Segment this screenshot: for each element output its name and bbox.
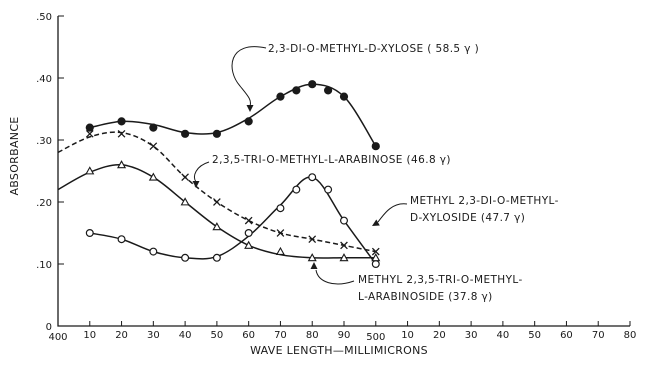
data-point-open-circle — [340, 216, 349, 225]
data-point-open-circle — [212, 253, 221, 262]
x-tick-label: 40 — [179, 330, 192, 341]
x-tick-label: 20 — [433, 330, 446, 341]
axes: 0 .10 .20 .30 .40 .50 400 10 20 30 40 50 60 70 80 90 500… — [8, 12, 636, 357]
x-tick-label: 20 — [115, 330, 128, 341]
series-annotations: 2,3-DI-O-METHYL-D-XYLOSE ( 58.5 γ ) 2,3,5… — [192, 43, 559, 303]
series-label-line: D-XYLOSIDE (47.7 γ) — [410, 212, 525, 224]
data-point-filled-circle — [85, 123, 94, 132]
data-point-filled-circle — [276, 92, 285, 101]
data-point-filled-circle — [371, 142, 380, 151]
y-tick-label: .50 — [36, 12, 52, 23]
annotation-4: METHYL 2,3,5-TRI-O-METHYL- L-ARABINOSIDE … — [310, 262, 523, 303]
data-point-x-mark — [85, 129, 94, 138]
data-point-open-circle — [308, 173, 317, 182]
series-markers — [85, 80, 381, 269]
data-point-filled-circle — [149, 123, 158, 132]
leader-line — [377, 203, 408, 223]
x-tick-label: 50 — [211, 330, 224, 341]
y-tick-label: .10 — [36, 260, 52, 271]
x-tick-label: 400 — [48, 332, 67, 343]
data-point-open-circle — [85, 229, 94, 238]
y-tick-label: .30 — [36, 136, 52, 147]
data-point-filled-circle — [292, 86, 301, 95]
x-axis-title: WAVE LENGTH—MILLIMICRONS — [250, 344, 428, 357]
leader-line — [315, 269, 355, 285]
arrowhead-icon — [372, 219, 380, 226]
series-label-line: METHYL 2,3-DI-O-METHYL- — [410, 195, 559, 207]
series-line-4 — [57, 163, 376, 259]
data-point-filled-circle — [212, 129, 221, 138]
annotation-1: 2,3-DI-O-METHYL-D-XYLOSE ( 58.5 γ ) — [231, 43, 479, 112]
x-tick-label: 500 — [366, 332, 385, 343]
data-point-x-mark — [117, 129, 126, 138]
x-tick-label: 50 — [528, 330, 541, 341]
data-point-filled-circle — [339, 92, 349, 101]
data-point-open-triangle — [275, 246, 285, 256]
axis-frame — [57, 16, 630, 327]
x-tick-label: 60 — [560, 330, 573, 341]
x-tick-label: 30 — [147, 330, 160, 341]
data-point-filled-circle — [308, 80, 317, 89]
data-point-filled-circle — [181, 129, 190, 138]
data-point-open-triangle — [339, 253, 349, 262]
x-tick-label: 30 — [465, 330, 478, 341]
data-point-open-circle — [276, 204, 285, 213]
x-tick-label: 90 — [338, 330, 351, 341]
data-point-open-circle — [181, 253, 190, 262]
arrowhead-icon — [246, 105, 254, 112]
data-point-x-mark — [308, 235, 317, 244]
data-point-x-mark — [371, 247, 380, 256]
series-label-line: METHYL 2,3,5-TRI-O-METHYL- — [358, 274, 523, 286]
data-point-open-circle — [371, 260, 380, 269]
data-point-x-mark — [149, 142, 158, 151]
y-axis-title: ABSORBANCE — [8, 116, 21, 195]
series-curves — [57, 83, 377, 265]
x-tick-label: 70 — [274, 330, 287, 341]
x-tick-label: 60 — [242, 330, 255, 341]
x-tick-label: 80 — [306, 330, 319, 341]
y-tick-label: .20 — [36, 198, 52, 209]
series-label-line: L-ARABINOSIDE (37.8 γ) — [358, 291, 493, 303]
data-point-open-triangle — [180, 197, 190, 206]
data-point-filled-circle — [117, 117, 126, 126]
data-point-open-triangle — [117, 160, 127, 169]
x-tick-label: 10 — [83, 330, 96, 341]
data-point-open-circle — [117, 235, 126, 244]
data-point-open-triangle — [371, 253, 381, 262]
arrowhead-icon — [310, 262, 318, 269]
series-line-3 — [89, 176, 377, 265]
annotation-3: METHYL 2,3-DI-O-METHYL- D-XYLOSIDE (47.7 … — [372, 195, 559, 226]
arrowhead-icon — [192, 181, 200, 188]
y-tick-label: 0 — [46, 322, 52, 333]
data-point-open-triangle — [148, 172, 158, 181]
data-point-open-circle — [244, 229, 253, 238]
data-point-x-mark — [276, 229, 285, 237]
x-tick-label: 80 — [624, 330, 637, 341]
leader-line — [231, 46, 267, 107]
data-point-open-circle — [324, 185, 333, 194]
data-point-open-triangle — [307, 253, 317, 262]
x-tick-label: 40 — [497, 330, 510, 341]
x-tick-label: 70 — [592, 330, 605, 341]
data-point-x-mark — [244, 216, 253, 225]
data-point-x-mark — [213, 198, 221, 206]
data-point-filled-circle — [324, 86, 333, 95]
data-point-open-circle — [149, 247, 158, 256]
data-point-x-mark — [181, 173, 189, 182]
data-point-filled-circle — [244, 117, 253, 126]
series-line-1 — [89, 83, 377, 147]
data-point-x-mark — [340, 241, 348, 250]
annotation-2: 2,3,5-TRI-O-METHYL-L-ARABINOSE (46.8 γ) — [192, 154, 451, 188]
series-label-line: 2,3,5-TRI-O-METHYL-L-ARABINOSE (46.8 γ) — [212, 154, 451, 166]
data-point-open-triangle — [212, 222, 222, 231]
leader-line — [194, 161, 210, 183]
data-point-open-triangle — [85, 166, 95, 175]
y-tick-label: .40 — [36, 74, 52, 85]
x-tick-label: 10 — [401, 330, 414, 341]
series-label-line: 2,3-DI-O-METHYL-D-XYLOSE ( 58.5 γ ) — [268, 43, 479, 55]
data-point-open-circle — [292, 185, 301, 194]
data-point-open-triangle — [244, 240, 254, 249]
